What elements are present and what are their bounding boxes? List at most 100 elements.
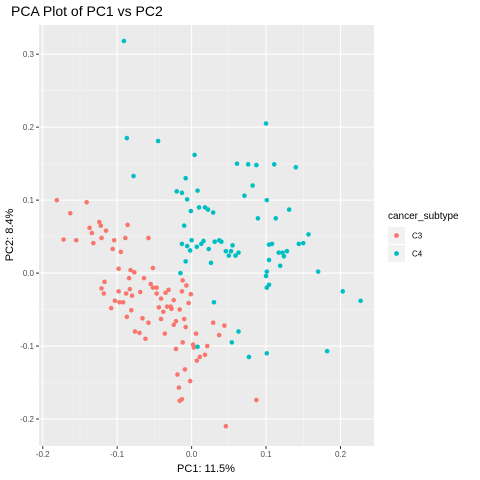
legend-label-c3: C3	[412, 232, 423, 241]
data-point-c4	[273, 216, 279, 221]
data-point-c4	[179, 241, 185, 247]
data-point-c4	[264, 197, 270, 203]
y-tick-label: 0.1	[23, 196, 35, 205]
data-point-c4	[205, 207, 211, 212]
data-point-c3	[171, 322, 177, 328]
data-point-c3	[91, 240, 96, 246]
legend-label-c4: C4	[412, 250, 423, 259]
data-point-c4	[242, 193, 247, 199]
data-point-c4	[184, 243, 190, 249]
data-point-c3	[128, 267, 133, 273]
data-point-c3	[154, 291, 159, 296]
data-point-c4	[174, 189, 180, 194]
series-c3-points	[54, 197, 259, 429]
data-point-c3	[186, 300, 191, 306]
data-point-c3	[89, 230, 95, 236]
data-point-c3	[173, 318, 179, 324]
data-point-c3	[162, 331, 168, 336]
data-point-c3	[150, 265, 156, 271]
data-point-c3	[254, 397, 259, 403]
data-point-c4	[315, 269, 321, 274]
data-point-c3	[202, 352, 208, 358]
series-c4-points	[121, 38, 363, 360]
minor-gridlines	[39, 25, 374, 446]
data-point-c3	[87, 225, 92, 231]
y-tick-label: 0.2	[23, 123, 35, 132]
data-point-c3	[146, 320, 151, 325]
data-point-c4	[280, 250, 285, 255]
data-point-c3	[223, 423, 229, 429]
data-point-c3	[99, 235, 104, 241]
data-point-c4	[121, 38, 127, 44]
data-point-c3	[188, 291, 194, 297]
legend-dot-c3	[394, 233, 399, 238]
data-point-c4	[264, 269, 270, 274]
data-point-c3	[140, 316, 145, 321]
data-point-c4	[245, 162, 251, 167]
data-point-c4	[195, 188, 200, 193]
data-point-c3	[131, 270, 137, 275]
x-axis-ticks: -0.2 -0.1 0.0 0.1 0.2	[36, 446, 347, 459]
data-point-c4	[236, 250, 241, 255]
data-point-c3	[124, 314, 130, 320]
data-point-c4	[264, 351, 270, 356]
data-point-c4	[236, 329, 241, 334]
data-point-c4	[276, 250, 282, 255]
y-tick-label: -0.1	[20, 342, 34, 351]
data-point-c3	[123, 235, 128, 241]
data-point-c4	[131, 173, 136, 179]
data-point-c3	[197, 354, 203, 360]
data-point-c3	[184, 283, 189, 288]
data-point-c4	[263, 273, 269, 279]
x-axis-title: PC1: 11.5%	[177, 463, 235, 475]
data-point-c3	[129, 307, 134, 313]
data-point-c4	[250, 183, 255, 188]
data-point-c4	[233, 253, 238, 258]
data-point-c3	[216, 332, 222, 338]
data-point-c3	[194, 358, 200, 363]
data-point-c3	[173, 346, 179, 352]
data-point-c4	[226, 253, 232, 258]
data-point-c4	[124, 135, 130, 141]
data-point-c3	[103, 228, 109, 234]
chart-title: PCA Plot of PC1 vs PC2	[11, 3, 163, 19]
data-point-c3	[112, 298, 118, 304]
data-point-c4	[201, 238, 206, 244]
legend-title: cancer_subtype	[388, 211, 459, 222]
data-point-c3	[127, 286, 133, 292]
y-tick-label: 0.3	[23, 50, 35, 59]
data-point-c3	[120, 299, 126, 305]
data-point-c4	[188, 208, 194, 214]
data-point-c4	[183, 259, 188, 264]
data-point-c4	[228, 248, 234, 254]
data-point-c4	[229, 340, 235, 345]
data-point-c3	[169, 306, 174, 312]
data-point-c4	[266, 257, 272, 263]
data-point-c3	[187, 378, 193, 384]
data-point-c3	[163, 290, 168, 296]
data-point-c4	[212, 239, 217, 245]
data-point-c3	[141, 275, 147, 281]
data-point-c4	[230, 243, 235, 248]
data-point-c3	[191, 345, 197, 350]
data-point-c3	[73, 237, 79, 243]
data-point-c3	[193, 331, 199, 336]
y-axis-ticks: -0.2 -0.1 0.0 0.1 0.2 0.3	[20, 50, 39, 424]
data-point-c4	[296, 241, 302, 247]
data-point-c3	[102, 279, 107, 285]
data-point-c3	[116, 289, 121, 294]
data-point-c4	[184, 197, 190, 202]
data-point-c3	[182, 367, 188, 372]
data-point-c3	[179, 397, 185, 402]
data-point-c4	[286, 207, 292, 212]
legend: cancer_subtype C3 C4	[388, 211, 459, 262]
data-point-c4	[300, 240, 306, 246]
data-point-c3	[117, 299, 122, 305]
major-gridlines	[39, 25, 374, 446]
data-point-c3	[177, 307, 182, 312]
data-point-c4	[271, 162, 277, 167]
data-point-c4	[178, 270, 183, 276]
data-point-c3	[126, 275, 132, 281]
data-point-c4	[306, 232, 311, 237]
